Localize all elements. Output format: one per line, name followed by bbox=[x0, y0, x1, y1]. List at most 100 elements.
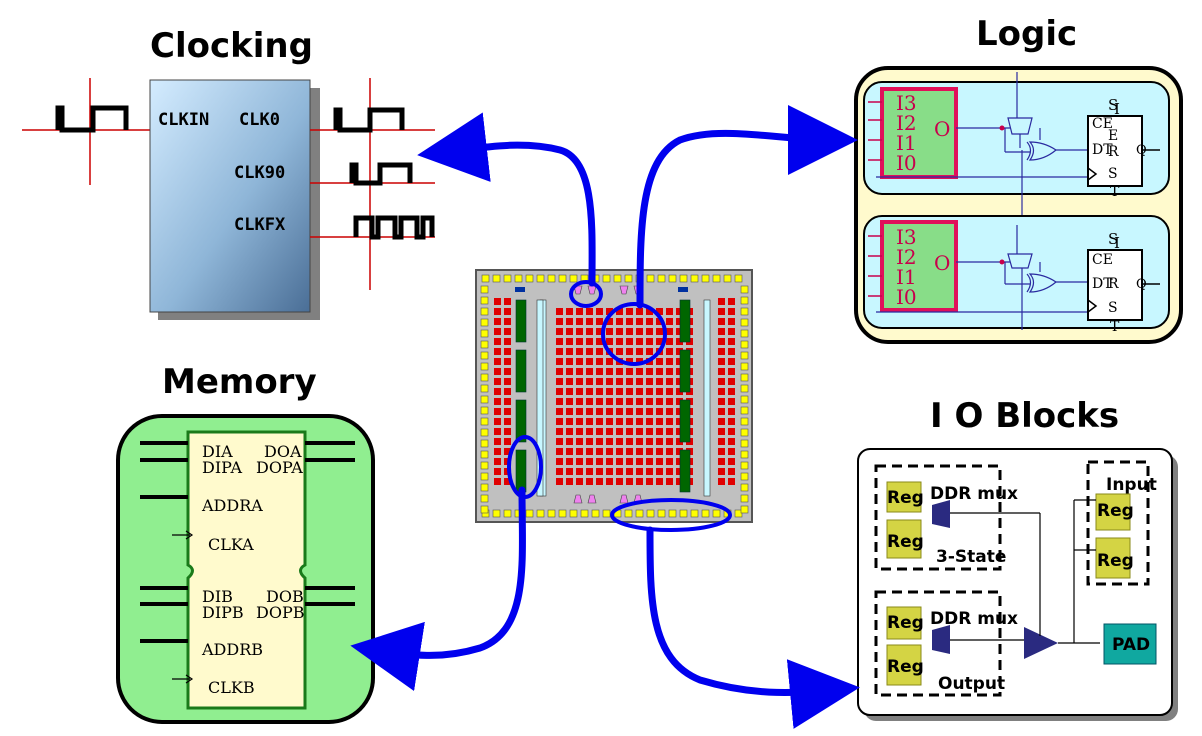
io-pad bbox=[712, 274, 721, 283]
clb-cell bbox=[606, 318, 613, 325]
clb-cell bbox=[676, 328, 683, 335]
arrow-to-io bbox=[646, 526, 860, 729]
io-pad bbox=[492, 509, 501, 518]
block-ram bbox=[186, 430, 307, 710]
clb-cell bbox=[586, 448, 593, 455]
dib-label: DIB bbox=[202, 587, 233, 606]
block-ram-cell bbox=[679, 299, 691, 343]
lut-input-i1: I1 bbox=[896, 265, 917, 289]
clb-cell bbox=[596, 438, 603, 445]
clb-cell bbox=[596, 348, 603, 355]
block-ram-cell bbox=[679, 349, 691, 393]
clb-cell bbox=[576, 328, 583, 335]
ff-ce-label: CE bbox=[1092, 252, 1113, 268]
output-group bbox=[874, 590, 1002, 697]
pad-block bbox=[1103, 623, 1157, 665]
clb-cell bbox=[666, 338, 673, 345]
clb-cell bbox=[656, 308, 663, 315]
io-pad bbox=[480, 362, 489, 371]
clb-cell bbox=[494, 468, 501, 475]
clb-cell bbox=[576, 438, 583, 445]
clb-cell bbox=[494, 428, 501, 435]
clb-cell bbox=[666, 328, 673, 335]
clb-cell bbox=[494, 418, 501, 425]
clb-cell bbox=[576, 388, 583, 395]
clb-cell bbox=[504, 358, 511, 365]
clb-cell bbox=[586, 468, 593, 475]
clb-cell bbox=[636, 458, 643, 465]
clb-cell bbox=[718, 478, 725, 485]
clb-cell bbox=[728, 348, 735, 355]
dcm-marker bbox=[515, 287, 525, 292]
clb-cell bbox=[606, 418, 613, 425]
clb-cell bbox=[666, 448, 673, 455]
io-pad bbox=[613, 274, 622, 283]
clb-cell bbox=[676, 368, 683, 375]
clb-cell bbox=[556, 368, 563, 375]
clb-cell bbox=[596, 448, 603, 455]
io-pad bbox=[480, 307, 489, 316]
logic-title: Logic bbox=[976, 14, 1077, 54]
reg-block bbox=[886, 644, 922, 686]
clb-cell bbox=[556, 328, 563, 335]
clb-cell bbox=[626, 438, 633, 445]
clb-cell bbox=[728, 478, 735, 485]
clkin-label: CLKIN bbox=[158, 110, 209, 130]
clb-cell bbox=[728, 468, 735, 475]
clb-cell bbox=[494, 338, 501, 345]
clb-cell bbox=[504, 398, 511, 405]
clb-cell bbox=[586, 388, 593, 395]
clb-cell bbox=[718, 398, 725, 405]
ff-r-label: R bbox=[1108, 144, 1119, 160]
ddr-mux-label: DDR mux bbox=[930, 609, 1018, 629]
clb-cell bbox=[596, 408, 603, 415]
clb-cell bbox=[556, 388, 563, 395]
clb-cell bbox=[616, 388, 623, 395]
clb-cell bbox=[728, 438, 735, 445]
io-section: I O Blocks Reg Reg Reg Reg Reg Reg DDR m… bbox=[857, 396, 1178, 721]
clb-cell bbox=[504, 418, 511, 425]
dob-label: DOB bbox=[266, 587, 304, 606]
clb-cell bbox=[586, 368, 593, 375]
clb-cell bbox=[566, 388, 573, 395]
clb-cell bbox=[626, 388, 633, 395]
clb-cell bbox=[556, 478, 563, 485]
clb-cell bbox=[676, 318, 683, 325]
clb-cell bbox=[504, 428, 511, 435]
clb-cell bbox=[556, 428, 563, 435]
clb-cell bbox=[646, 378, 653, 385]
clb-cell bbox=[576, 418, 583, 425]
clb-cell bbox=[636, 388, 643, 395]
clb-cell bbox=[666, 358, 673, 365]
io-pad bbox=[679, 274, 688, 283]
clb-cell bbox=[718, 328, 725, 335]
clb-cell bbox=[666, 368, 673, 375]
clb-cell bbox=[636, 418, 643, 425]
io-pad bbox=[740, 373, 749, 382]
clb-cell bbox=[576, 478, 583, 485]
io-title: I O Blocks bbox=[930, 396, 1119, 436]
clb-cell bbox=[718, 338, 725, 345]
io-pad bbox=[480, 329, 489, 338]
clb-highlight bbox=[601, 302, 667, 366]
input-group bbox=[1086, 460, 1150, 586]
clb-cell bbox=[576, 448, 583, 455]
clb-cell bbox=[504, 338, 511, 345]
clb-cell bbox=[718, 378, 725, 385]
clb-cell bbox=[576, 398, 583, 405]
clb-cell bbox=[596, 328, 603, 335]
output-buffer bbox=[1024, 627, 1058, 659]
clb-cell bbox=[626, 408, 633, 415]
io-pad bbox=[740, 428, 749, 437]
clb-cell bbox=[676, 418, 683, 425]
clb-cell bbox=[616, 468, 623, 475]
reg-block bbox=[886, 519, 922, 559]
clb-cell bbox=[566, 398, 573, 405]
clb-cell bbox=[606, 408, 613, 415]
clb-cell bbox=[606, 438, 613, 445]
clb-cell bbox=[606, 328, 613, 335]
clb-cell bbox=[636, 478, 643, 485]
clb-cell bbox=[728, 298, 735, 305]
clb-cell bbox=[626, 378, 633, 385]
clb-cell bbox=[656, 438, 663, 445]
